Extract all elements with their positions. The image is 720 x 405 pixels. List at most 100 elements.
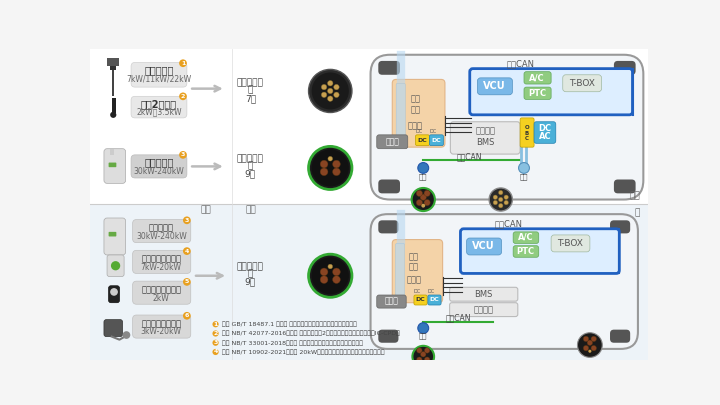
Circle shape [212, 349, 219, 355]
Text: 蓄电池: 蓄电池 [384, 296, 398, 306]
FancyBboxPatch shape [104, 149, 126, 183]
Circle shape [588, 350, 591, 353]
Text: 7kW/11kW/22kW: 7kW/11kW/22kW [127, 74, 192, 83]
Circle shape [110, 112, 117, 118]
FancyBboxPatch shape [449, 287, 518, 301]
Circle shape [328, 96, 333, 101]
FancyBboxPatch shape [396, 83, 405, 141]
Circle shape [333, 276, 341, 283]
FancyBboxPatch shape [107, 255, 124, 277]
Circle shape [320, 268, 328, 276]
Text: 30kW-240kW: 30kW-240kW [136, 232, 186, 241]
Text: 车内: 车内 [246, 206, 256, 215]
Text: 9孔: 9孔 [245, 277, 256, 286]
Text: 符合 NB/T 42077-2016标准： 电动汽车模式2充电的车上控制与保护装置（IC-CPD）: 符合 NB/T 42077-2016标准： 电动汽车模式2充电的车上控制与保护装… [222, 331, 400, 336]
Bar [90, 204, 648, 360]
Text: 2kW: 2kW [153, 294, 170, 303]
Text: DC: DC [539, 124, 552, 133]
Text: 新: 新 [635, 208, 640, 217]
FancyBboxPatch shape [451, 122, 520, 154]
Text: B: B [525, 131, 529, 136]
Circle shape [493, 195, 498, 199]
Circle shape [328, 156, 333, 161]
FancyBboxPatch shape [534, 122, 556, 143]
Text: 电机: 电机 [410, 106, 420, 115]
Circle shape [309, 254, 352, 297]
FancyBboxPatch shape [109, 162, 117, 167]
Bar [112, 60, 114, 96]
FancyBboxPatch shape [467, 238, 502, 255]
Text: 充电CAN: 充电CAN [446, 313, 471, 323]
Text: DC: DC [415, 129, 422, 134]
Text: 电控: 电控 [410, 94, 420, 103]
Circle shape [424, 357, 430, 362]
Circle shape [312, 72, 349, 109]
Text: 动力电池: 动力电池 [474, 305, 494, 314]
Text: A/C: A/C [529, 73, 545, 82]
FancyBboxPatch shape [378, 61, 400, 75]
FancyBboxPatch shape [614, 179, 636, 193]
Circle shape [309, 69, 352, 113]
Text: 直流充电桩: 直流充电桩 [144, 158, 174, 168]
Text: 1: 1 [181, 61, 185, 66]
FancyBboxPatch shape [371, 214, 638, 349]
Circle shape [183, 247, 191, 255]
Text: 车外: 车外 [201, 206, 212, 215]
Text: 动力电池: 动力电池 [475, 126, 495, 136]
Text: DC: DC [415, 297, 425, 302]
Bar [110, 66, 116, 70]
FancyBboxPatch shape [513, 232, 539, 243]
Text: 直流充电桩: 直流充电桩 [149, 224, 174, 232]
Circle shape [110, 288, 118, 296]
Circle shape [417, 357, 422, 362]
FancyBboxPatch shape [378, 220, 398, 233]
Text: 7孔: 7孔 [245, 94, 256, 103]
FancyBboxPatch shape [461, 229, 619, 273]
Text: 5: 5 [185, 279, 189, 284]
Circle shape [493, 200, 498, 205]
Text: VCU: VCU [472, 241, 495, 252]
FancyBboxPatch shape [132, 220, 191, 243]
Circle shape [320, 160, 328, 168]
Circle shape [328, 264, 333, 269]
Text: 4: 4 [185, 249, 189, 254]
Text: 电控: 电控 [409, 252, 419, 261]
Text: PTC: PTC [516, 247, 535, 256]
Text: BMS: BMS [474, 290, 493, 299]
Text: DC: DC [418, 138, 428, 143]
FancyBboxPatch shape [610, 220, 630, 233]
Text: 3: 3 [185, 218, 189, 223]
Circle shape [321, 92, 327, 98]
Circle shape [413, 346, 434, 367]
FancyBboxPatch shape [469, 68, 632, 115]
Bar [110, 149, 114, 155]
FancyBboxPatch shape [614, 61, 636, 75]
Circle shape [183, 312, 191, 320]
Text: 快充: 快充 [419, 174, 428, 181]
Text: 符合 NB/T 33001-2018标准： 电动汽车非车载传导式充电机技术条件: 符合 NB/T 33001-2018标准： 电动汽车非车载传导式充电机技术条件 [222, 340, 363, 345]
FancyBboxPatch shape [392, 240, 443, 303]
Text: 2: 2 [213, 331, 217, 336]
Circle shape [333, 160, 341, 168]
Text: 口: 口 [248, 86, 253, 95]
Text: 2kW～3.5kW: 2kW～3.5kW [136, 107, 181, 116]
Text: 充电CAN: 充电CAN [457, 152, 482, 161]
Text: VCU: VCU [483, 81, 506, 92]
Text: 蓄电池: 蓄电池 [385, 137, 399, 146]
Circle shape [412, 188, 435, 211]
FancyBboxPatch shape [551, 235, 590, 252]
Circle shape [334, 84, 339, 90]
Circle shape [577, 333, 602, 357]
Circle shape [591, 345, 596, 351]
Circle shape [418, 162, 428, 173]
Text: O: O [525, 126, 529, 130]
Circle shape [212, 340, 219, 346]
Text: PTC: PTC [528, 89, 546, 98]
FancyBboxPatch shape [378, 330, 398, 343]
Bar [112, 98, 116, 113]
Text: BMS: BMS [476, 138, 495, 147]
Text: 30kW-240kW: 30kW-240kW [134, 166, 184, 175]
Text: 交流充电桩: 交流充电桩 [144, 65, 174, 75]
Text: T-BOX: T-BOX [557, 239, 583, 248]
FancyBboxPatch shape [524, 87, 551, 99]
